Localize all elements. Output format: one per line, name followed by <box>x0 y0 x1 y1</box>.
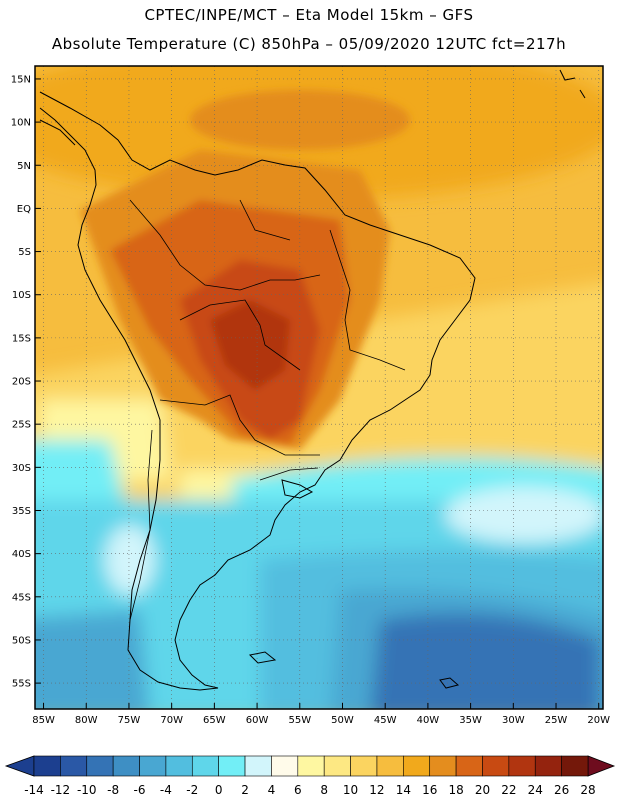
lon-tick-label: 30W <box>502 715 525 726</box>
colorbar-label: -2 <box>186 783 198 797</box>
south-georgia-island <box>439 677 460 689</box>
colorbar-swatch <box>561 755 589 777</box>
colorbar-label: -14 <box>24 783 44 797</box>
lat-tick-label: 30S <box>12 463 31 474</box>
colorbar-label: 2 <box>241 783 249 797</box>
colorbar-label: -8 <box>107 783 119 797</box>
lat-tick-label: 10S <box>12 290 31 301</box>
lat-tick-label: 10N <box>11 118 31 129</box>
lon-tick-label: 60W <box>246 715 269 726</box>
colorbar-swatch <box>112 755 140 777</box>
colorbar-label: -6 <box>134 783 146 797</box>
lat-tick-label: EQ <box>17 204 31 215</box>
lon-tick-label: 25W <box>545 715 568 726</box>
bolivia-border <box>179 299 301 371</box>
south-america-coastline <box>39 91 476 691</box>
lon-tick-label: 65W <box>203 715 226 726</box>
colorbar-label: 0 <box>215 783 223 797</box>
colorbar-label: 10 <box>343 783 358 797</box>
lat-tick-label: 20S <box>12 377 31 388</box>
guiana-border <box>239 199 291 241</box>
colorbar-swatch <box>429 755 457 777</box>
brazil-states-east <box>329 229 406 371</box>
uruguay-border <box>259 467 319 481</box>
colorbar-label: 20 <box>475 783 490 797</box>
colorbar-label: 26 <box>554 783 569 797</box>
lat-tick-label: 5S <box>18 247 31 258</box>
colorbar-label: 8 <box>320 783 328 797</box>
lat-tick-label: 45S <box>12 592 31 603</box>
colorbar-swatch <box>403 755 431 777</box>
colorbar-swatch <box>218 755 246 777</box>
colorbar-swatch <box>165 755 193 777</box>
colorbar: -14 -12 -10 -8 -6 -4 -2 0 2 4 6 8 10 12 14 16 18 20 22 24 26… <box>4 755 616 797</box>
lon-tick-label: 80W <box>75 715 98 726</box>
lat-tick-label: 15N <box>11 74 31 85</box>
rio-de-la-plata <box>281 479 314 499</box>
colorbar-label: 28 <box>580 783 595 797</box>
colorbar-swatch <box>244 755 272 777</box>
lon-tick-label: 85W <box>32 715 55 726</box>
lat-tick-label: 25S <box>12 420 31 431</box>
lat-tick-label: 50S <box>12 635 31 646</box>
lat-tick-label: 55S <box>12 679 31 690</box>
colorbar-swatch <box>350 755 378 777</box>
colorbar-swatch <box>191 755 219 777</box>
colorbar-label: -4 <box>160 783 172 797</box>
paraguay-argentina-border <box>159 394 320 456</box>
caribbean-islands <box>559 69 586 99</box>
temperature-field <box>35 66 603 709</box>
lon-tick-label: 55W <box>288 715 311 726</box>
colorbar-low-arrow <box>4 755 35 777</box>
colorbar-swatch <box>86 755 114 777</box>
colorbar-label: -10 <box>77 783 97 797</box>
chart-title-line-2: Absolute Temperature (C) 850hPa – 05/09/… <box>51 35 567 53</box>
colorbar-swatch <box>323 755 351 777</box>
colorbar-high-arrow <box>587 755 616 777</box>
lat-tick-label: 40S <box>12 549 31 560</box>
colorbar-swatch <box>376 755 404 777</box>
coastlines <box>39 69 586 691</box>
colorbar-label: 14 <box>396 783 411 797</box>
colorbar-label: 18 <box>448 783 463 797</box>
falkland-islands <box>248 651 277 664</box>
colorbar-swatch <box>534 755 562 777</box>
lat-tick-label: 15S <box>12 333 31 344</box>
lon-tick-label: 20W <box>587 715 610 726</box>
lon-tick-label: 75W <box>118 715 141 726</box>
lat-tick-label: 35S <box>12 506 31 517</box>
chile-argentina-border <box>129 429 153 621</box>
colorbar-label: 4 <box>268 783 276 797</box>
lon-tick-label: 35W <box>459 715 482 726</box>
central-america-coastline <box>39 119 76 146</box>
colorbar-swatch <box>33 755 61 777</box>
country-borders <box>129 199 406 621</box>
lon-tick-label: 70W <box>160 715 183 726</box>
colorbar-label: 6 <box>294 783 302 797</box>
longitude-axis: 85W 80W 75W 70W 65W 60W 55W 50W 45W 40W 35W 30W 25W 2… <box>32 703 610 726</box>
colorbar-label: 12 <box>369 783 384 797</box>
lon-tick-label: 40W <box>417 715 440 726</box>
plot-frame <box>34 65 604 710</box>
lat-tick-label: 5N <box>17 161 31 172</box>
colorbar-label: -12 <box>51 783 71 797</box>
lon-tick-label: 50W <box>331 715 354 726</box>
colorbar-swatch <box>271 755 299 777</box>
lon-tick-label: 45W <box>374 715 397 726</box>
latitude-axis: 15N 10N 5N EQ 5S 10S 15S 20S 25S 30S 35S 40S 45S 50S 5… <box>11 74 41 690</box>
colorbar-label: 16 <box>422 783 437 797</box>
brazil-north-border <box>129 199 321 291</box>
colorbar-swatch <box>455 755 483 777</box>
chart-title-line-1: CPTEC/INPE/MCT – Eta Model 15km – GFS <box>144 6 474 24</box>
colorbar-swatch <box>482 755 510 777</box>
colorbar-swatch <box>139 755 167 777</box>
colorbar-label: 24 <box>528 783 543 797</box>
colorbar-swatch <box>297 755 325 777</box>
colorbar-swatch <box>508 755 536 777</box>
colorbar-label: 22 <box>501 783 516 797</box>
graticule <box>35 66 603 709</box>
colorbar-swatch <box>60 755 88 777</box>
